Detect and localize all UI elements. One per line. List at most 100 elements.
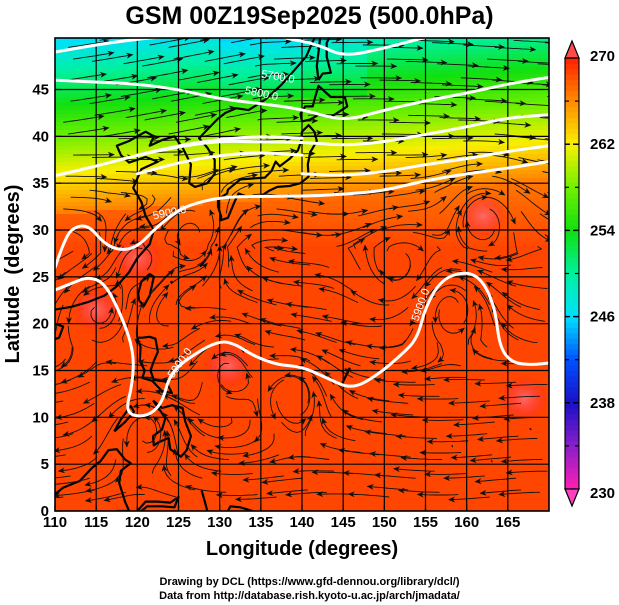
field-cell [191,178,196,183]
field-cell [75,218,80,223]
field-cell [199,338,204,343]
field-cell [203,418,208,423]
field-cell [211,302,216,307]
field-cell [75,270,80,275]
field-cell [67,206,72,211]
field-cell [95,386,100,391]
field-cell [215,270,220,275]
field-cell [79,414,84,419]
field-cell [151,402,156,407]
field-cell [183,458,188,463]
field-cell [191,466,196,471]
field-cell [167,62,172,67]
field-cell [151,102,156,107]
field-cell [95,426,100,431]
field-cell [147,94,152,99]
field-cell [103,210,108,215]
field-cell [127,58,132,63]
field-cell [59,58,64,63]
field-cell [147,110,152,115]
field-cell [131,42,136,47]
field-cell [195,38,200,43]
field-cell [91,490,96,495]
field-cell [115,370,120,375]
field-cell [207,326,212,331]
field-cell [55,270,60,275]
field-cell [183,282,188,287]
field-cell [75,394,80,399]
field-cell [175,466,180,471]
field-cell [179,282,184,287]
field-cell [131,422,136,427]
field-cell [195,106,200,111]
field-cell [207,182,212,187]
field-cell [171,306,176,311]
field-cell [171,398,176,403]
field-cell [183,318,188,323]
field-cell [159,374,164,379]
field-cell [215,50,220,55]
field-cell [127,310,132,315]
field-cell [91,102,96,107]
field-cell [199,298,204,303]
field-cell [107,202,112,207]
field-cell [71,282,76,287]
field-cell [199,42,204,47]
field-cell [167,94,172,99]
field-cell [91,242,96,247]
field-cell [123,290,128,295]
field-cell [147,282,152,287]
field-cell [167,258,172,263]
field-cell [63,262,68,267]
field-cell [175,278,180,283]
field-cell [63,374,68,379]
field-cell [211,90,216,95]
field-cell [179,114,184,119]
field-cell [171,334,176,339]
field-cell [151,154,156,159]
field-cell [167,366,172,371]
field-cell [127,166,132,171]
field-cell [67,122,72,127]
field-cell [95,482,100,487]
field-cell [143,110,148,115]
field-cell [195,386,200,391]
field-cell [187,374,192,379]
field-cell [163,50,168,55]
field-cell [55,54,60,59]
field-cell [103,194,108,199]
field-cell [179,310,184,315]
field-cell [139,146,144,151]
field-cell [155,238,160,243]
field-cell [183,194,188,199]
field-cell [179,82,184,87]
field-cell [123,474,128,479]
field-cell [123,390,128,395]
field-cell [139,150,144,155]
field-cell [67,466,72,471]
field-cell [107,66,112,71]
field-cell [163,422,168,427]
field-cell [171,470,176,475]
field-cell [195,270,200,275]
field-cell [191,230,196,235]
field-cell [131,310,136,315]
field-cell [203,350,208,355]
field-cell [115,186,120,191]
field-cell [59,438,64,443]
field-cell [91,438,96,443]
field-cell [91,82,96,87]
field-cell [111,454,116,459]
field-cell [183,186,188,191]
field-cell [107,366,112,371]
field-cell [143,158,148,163]
field-cell [203,214,208,219]
field-cell [175,490,180,495]
field-cell [143,282,148,287]
field-cell [107,70,112,75]
field-cell [163,478,168,483]
field-cell [215,206,220,211]
field-cell [171,286,176,291]
field-cell [199,498,204,503]
field-cell [179,498,184,503]
